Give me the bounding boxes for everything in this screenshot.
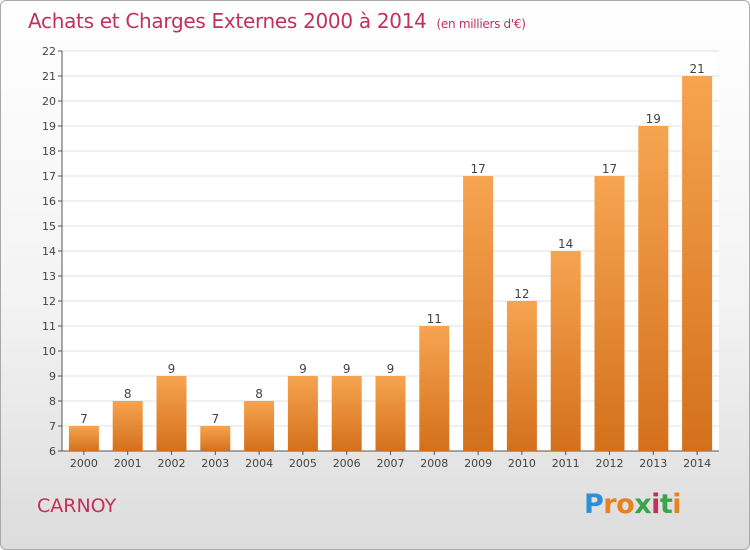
logo-letter: t — [659, 489, 673, 520]
y-tick-label: 21 — [42, 70, 56, 83]
chart-title-unit: (en milliers d'€) — [436, 17, 526, 31]
bar-value-label: 9 — [168, 362, 176, 376]
x-tick-label: 2007 — [377, 457, 405, 470]
bar-value-label: 9 — [343, 362, 351, 376]
y-tick-label: 20 — [42, 95, 56, 108]
y-tick-label: 16 — [42, 195, 56, 208]
bar-value-label: 11 — [427, 312, 442, 326]
y-tick-label: 11 — [42, 320, 56, 333]
chart-title: Achats et Charges Externes 2000 à 2014 (e… — [28, 9, 526, 33]
bar — [112, 401, 143, 451]
logo-letter: P — [584, 489, 604, 520]
logo-letter: i — [672, 489, 682, 520]
logo-letter: i — [651, 489, 660, 520]
y-tick-label: 13 — [42, 270, 56, 283]
logo-letter: o — [616, 489, 635, 520]
y-tick-label: 10 — [42, 345, 56, 358]
bar — [287, 376, 318, 451]
x-tick-label: 2014 — [683, 457, 711, 470]
x-tick-label: 2001 — [114, 457, 142, 470]
bar-value-label: 17 — [470, 162, 485, 176]
x-tick-label: 2004 — [245, 457, 273, 470]
bar-value-label: 9 — [387, 362, 395, 376]
bar — [331, 376, 362, 451]
y-tick-label: 19 — [42, 120, 56, 133]
x-tick-label: 2003 — [201, 457, 229, 470]
y-tick-label: 6 — [49, 445, 56, 458]
bar-value-label: 21 — [689, 62, 704, 76]
y-tick-label: 18 — [42, 145, 56, 158]
proxiti-logo: Proxiti — [584, 489, 682, 520]
bar — [550, 251, 581, 451]
y-tick-label: 7 — [49, 420, 56, 433]
x-tick-label: 2013 — [639, 457, 667, 470]
bar-value-label: 8 — [124, 387, 132, 401]
bar — [463, 176, 494, 451]
y-tick-label: 14 — [42, 245, 56, 258]
y-tick-label: 8 — [49, 395, 56, 408]
x-tick-label: 2010 — [508, 457, 536, 470]
bar — [200, 426, 231, 451]
bar — [506, 301, 537, 451]
bar-value-label: 12 — [514, 287, 529, 301]
bar — [156, 376, 187, 451]
y-tick-label: 12 — [42, 295, 56, 308]
x-tick-label: 2005 — [289, 457, 317, 470]
x-tick-label: 2006 — [333, 457, 361, 470]
bar — [244, 401, 275, 451]
bar — [682, 76, 713, 451]
logo-letter: r — [603, 489, 617, 520]
bar-value-label: 19 — [646, 112, 661, 126]
x-tick-label: 2000 — [70, 457, 98, 470]
x-tick-label: 2011 — [552, 457, 580, 470]
y-tick-label: 22 — [42, 45, 56, 58]
logo-letter: x — [634, 489, 652, 520]
chart-title-text: Achats et Charges Externes 2000 à 2014 — [28, 9, 427, 33]
bar-value-label: 14 — [558, 237, 573, 251]
y-tick-label: 9 — [49, 370, 56, 383]
bar-value-label: 8 — [255, 387, 263, 401]
y-tick-label: 17 — [42, 170, 56, 183]
bar — [594, 176, 625, 451]
bar-value-label: 7 — [211, 412, 219, 426]
x-tick-label: 2008 — [420, 457, 448, 470]
bar-value-label: 7 — [80, 412, 88, 426]
bar — [68, 426, 99, 451]
x-tick-label: 2012 — [596, 457, 624, 470]
bar-value-label: 9 — [299, 362, 307, 376]
bar-value-label: 17 — [602, 162, 617, 176]
bar — [375, 376, 406, 451]
bar — [638, 126, 669, 451]
commune-name: CARNOY — [37, 495, 117, 517]
x-tick-label: 2009 — [464, 457, 492, 470]
y-tick-label: 15 — [42, 220, 56, 233]
bar — [419, 326, 450, 451]
x-tick-label: 2002 — [158, 457, 186, 470]
